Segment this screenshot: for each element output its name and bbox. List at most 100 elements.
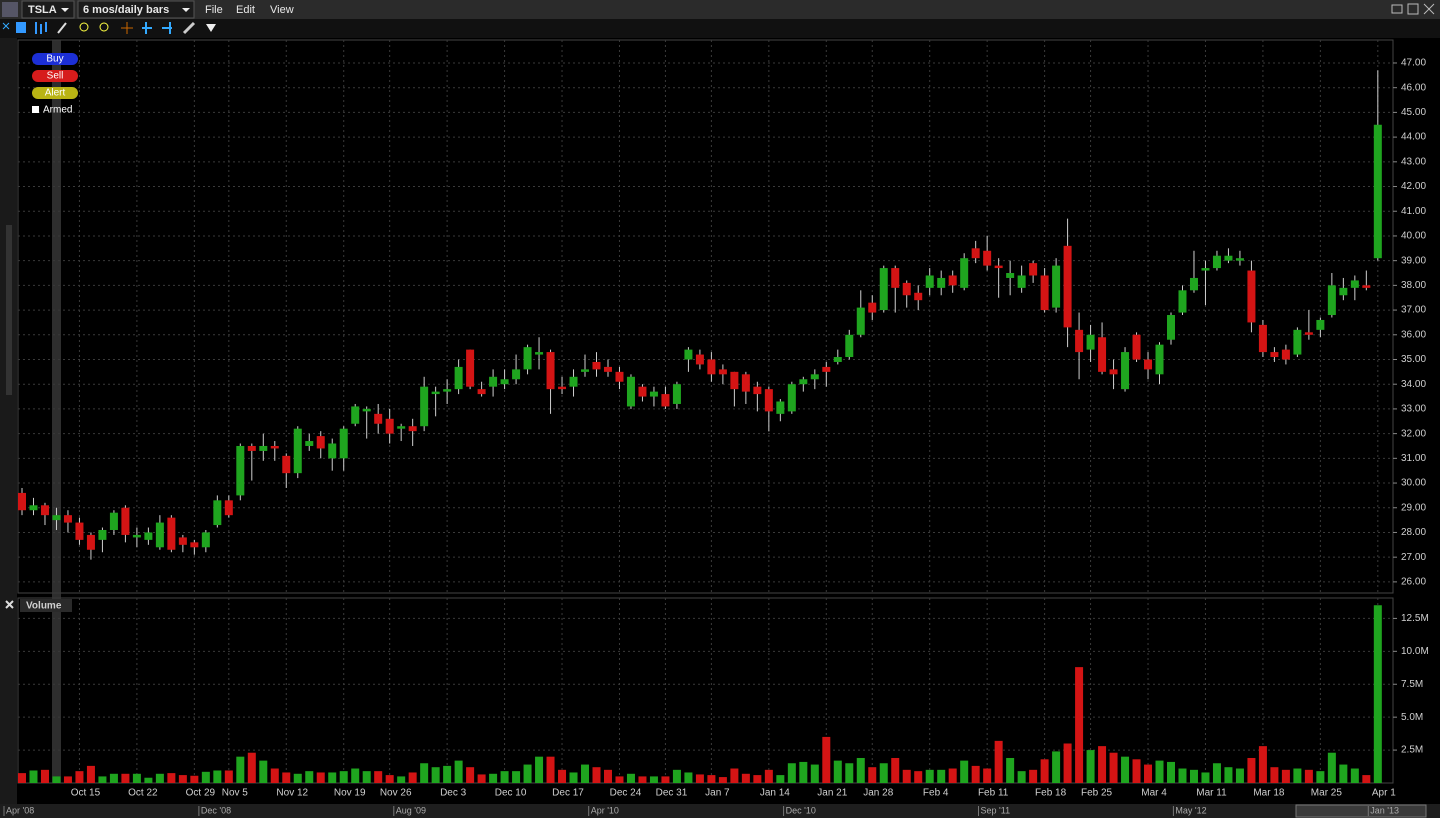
candle-body xyxy=(293,428,302,474)
x-tick-label: Dec 3 xyxy=(440,788,467,799)
candle-body xyxy=(1373,124,1382,259)
candle-body xyxy=(1281,349,1290,360)
volume-bar xyxy=(1224,767,1233,783)
period[interactable]: 6 mos/daily bars xyxy=(83,4,169,16)
close-btn[interactable] xyxy=(1423,3,1435,15)
tool-icon[interactable] xyxy=(79,22,89,32)
minimize-btn[interactable] xyxy=(1391,4,1403,14)
tool-icon[interactable] xyxy=(16,22,26,33)
candle-body xyxy=(1006,273,1015,278)
candle-body xyxy=(581,369,590,372)
volume-bar xyxy=(86,765,95,783)
x-tick-label: Nov 19 xyxy=(334,788,366,799)
tool-icon[interactable] xyxy=(35,22,47,34)
candle-body xyxy=(466,349,475,387)
tool-icon[interactable] xyxy=(142,22,152,34)
x-tick-label: Dec 31 xyxy=(656,788,688,799)
symbol-box[interactable] xyxy=(21,0,75,19)
candle-body xyxy=(960,258,969,288)
candle-body xyxy=(822,366,831,372)
period-box[interactable] xyxy=(77,0,195,19)
candle-body xyxy=(776,401,785,414)
candle-body xyxy=(144,532,153,540)
tool-icon[interactable] xyxy=(99,22,109,32)
y-tick-label: 41.00 xyxy=(1401,206,1426,217)
candle-body xyxy=(282,455,291,474)
candle-body xyxy=(213,500,222,526)
x-tick-label: Jan 21 xyxy=(817,788,847,799)
candle-body xyxy=(155,522,164,548)
armed-checkbox[interactable] xyxy=(32,106,39,113)
sell-button[interactable] xyxy=(32,70,78,82)
volume-bar xyxy=(454,760,463,783)
symbol[interactable]: TSLA xyxy=(28,4,57,16)
volume-bar xyxy=(1339,764,1348,783)
candle-body xyxy=(1327,285,1336,316)
menu-file[interactable]: File xyxy=(205,4,223,16)
menu-view[interactable]: View xyxy=(270,4,294,16)
candle-body xyxy=(29,505,38,511)
candle-body xyxy=(845,334,854,358)
x-tick-label: Nov 26 xyxy=(380,788,412,799)
candle-body xyxy=(385,418,394,434)
candle-body xyxy=(328,443,337,459)
x-tick-label: Jan 28 xyxy=(863,788,893,799)
candle-body xyxy=(718,369,727,375)
close-volume[interactable] xyxy=(5,600,14,609)
volume-bar xyxy=(144,777,153,783)
candle-body xyxy=(224,500,233,516)
y-tick-label: 7.5M xyxy=(1401,679,1423,690)
tool-icon[interactable] xyxy=(57,22,67,34)
candle-body xyxy=(1258,324,1267,353)
x-tick-label: Feb 4 xyxy=(923,788,949,799)
volume-bar xyxy=(512,771,521,783)
menu-edit[interactable]: Edit xyxy=(236,4,255,16)
y-tick-label: 44.00 xyxy=(1401,132,1426,143)
navigator-window[interactable] xyxy=(1295,804,1427,818)
volume-bar xyxy=(489,773,498,783)
armed-label[interactable]: Armed xyxy=(43,105,72,116)
volume-bar xyxy=(167,773,176,783)
y-tick-label: 34.00 xyxy=(1401,379,1426,390)
buy-label[interactable]: Buy xyxy=(46,54,63,65)
volume-bar xyxy=(581,764,590,783)
alert-label[interactable]: Alert xyxy=(45,88,66,99)
tool-icon[interactable] xyxy=(182,21,196,35)
tool-icon[interactable] xyxy=(162,22,172,34)
volume-bar xyxy=(1063,743,1072,783)
y-tick-label: 40.00 xyxy=(1401,231,1426,242)
toolbar: TSLA 6 mos/daily bars File Edit View xyxy=(0,0,1440,19)
candle-body xyxy=(98,529,107,540)
y-tick-label: 30.00 xyxy=(1401,478,1426,489)
buy-button[interactable] xyxy=(32,53,78,65)
alert-button[interactable] xyxy=(32,87,78,99)
volume-bar xyxy=(787,763,796,783)
volume-bar xyxy=(63,776,72,783)
navigator[interactable] xyxy=(0,804,1440,818)
navigator-label: Jan '13 xyxy=(1370,805,1399,815)
volume-bar xyxy=(305,771,314,783)
tool-icon[interactable] xyxy=(206,24,216,32)
volume-bar xyxy=(695,774,704,783)
candle-body xyxy=(994,265,1003,269)
y-tick-label: 42.00 xyxy=(1401,181,1426,192)
candle-body xyxy=(1304,332,1313,335)
x-tick-label: Dec 17 xyxy=(552,788,584,799)
tool-icon[interactable] xyxy=(121,22,133,34)
x-tick-label: Feb 25 xyxy=(1081,788,1113,799)
candle-body xyxy=(1350,280,1359,288)
splitter[interactable] xyxy=(6,225,12,395)
navigator-label: Dec '08 xyxy=(201,805,231,815)
x-tick-label: Dec 24 xyxy=(610,788,642,799)
volume-bar xyxy=(466,767,475,783)
maximize-btn[interactable] xyxy=(1407,3,1419,15)
volume-bar xyxy=(523,764,532,783)
navigator-labels: Apr '08 Dec '08 Aug '09 Apr '10 Dec '10 Sep '… xyxy=(3,805,1399,816)
sell-label[interactable]: Sell xyxy=(47,71,64,82)
y-tick-label: 47.00 xyxy=(1401,58,1426,69)
volume-bar xyxy=(420,763,429,783)
y-tick-label: 35.00 xyxy=(1401,354,1426,365)
y-tick-label: 37.00 xyxy=(1401,305,1426,316)
tool-icon[interactable] xyxy=(2,22,10,30)
candle-body xyxy=(535,352,544,355)
